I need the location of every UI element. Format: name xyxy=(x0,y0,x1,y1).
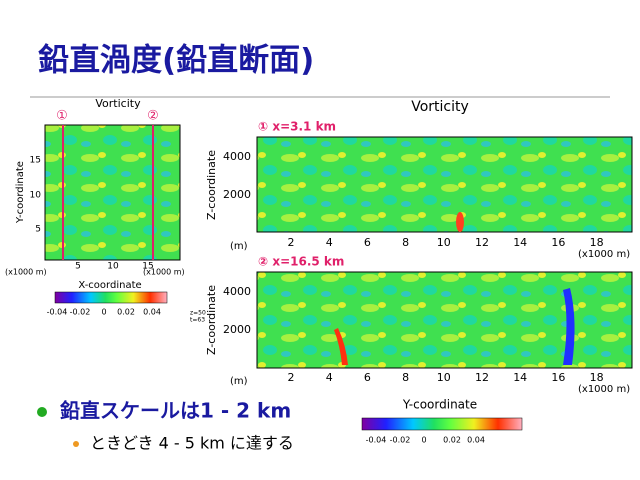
x-tick-label: 15 xyxy=(142,262,153,272)
unit-label: (x1000 m) xyxy=(578,249,630,260)
unit-label: (m) xyxy=(230,376,248,387)
axis-label: Y-coordinate xyxy=(402,398,477,412)
unit-label: (x1000 m) xyxy=(578,384,630,395)
x-tick-label: 8 xyxy=(402,236,409,249)
x-tick-label: 10 xyxy=(107,262,119,272)
x-tick-label: 12 xyxy=(475,236,489,249)
colorbar xyxy=(361,417,523,431)
x-tick-label: 12 xyxy=(475,371,489,384)
x-tick-label: 10 xyxy=(437,371,451,384)
section-field xyxy=(256,271,633,369)
bullet xyxy=(37,407,47,417)
x-tick-label: 2 xyxy=(288,236,295,249)
vortex xyxy=(456,212,464,232)
vortex xyxy=(563,288,575,365)
x-tick-label: 8 xyxy=(402,371,409,384)
note: t=63 xyxy=(190,317,205,324)
colorbar-label: -0.02 xyxy=(70,308,91,317)
unit-label: (x1000 m) xyxy=(143,268,185,277)
marker: ① xyxy=(56,109,68,124)
x-tick-label: 14 xyxy=(513,236,527,249)
colorbar-label: 0.04 xyxy=(467,436,485,445)
plot-title: Vorticity xyxy=(95,97,141,110)
y-tick-label: 2000 xyxy=(223,188,251,201)
bullet xyxy=(73,441,79,447)
x-tick-label: 16 xyxy=(551,371,565,384)
x-tick-label: 4 xyxy=(326,371,333,384)
x-tick-label: 6 xyxy=(364,371,371,384)
marker: ② xyxy=(147,109,159,124)
axis-label: Z-coordinate xyxy=(205,150,218,220)
x-tick-label: 2 xyxy=(288,371,295,384)
colorbar-label: -0.04 xyxy=(47,308,68,317)
axis-label: Z-coordinate xyxy=(205,285,218,355)
bullet-text: ときどき 4 - 5 km に達する xyxy=(90,434,294,453)
x-tick-label: 6 xyxy=(364,236,371,249)
colorbar-label: 0 xyxy=(101,308,106,317)
unit-label: (m) xyxy=(230,241,248,252)
panel-label: ① x=3.1 km xyxy=(258,120,336,134)
x-tick-label: 4 xyxy=(326,236,333,249)
axis-label: X-coordinate xyxy=(78,280,141,291)
y-tick-label: 4000 xyxy=(223,150,251,163)
note: z=50 xyxy=(190,310,206,317)
colorbar xyxy=(54,291,168,304)
slide-title: 鉛直渦度(鉛直断面) xyxy=(38,43,314,79)
x-tick-label: 18 xyxy=(590,236,604,249)
axis-label: Y-coordinate xyxy=(15,161,26,224)
y-tick-label: 2000 xyxy=(223,323,251,336)
x-tick-label: 14 xyxy=(513,371,527,384)
field-map xyxy=(44,124,181,261)
x-tick-label: 16 xyxy=(551,236,565,249)
y-tick-label: 15 xyxy=(30,156,41,166)
y-tick-label: 4000 xyxy=(223,285,251,298)
x-tick-label: 5 xyxy=(75,262,81,272)
section-field xyxy=(256,136,633,233)
x-tick-label: 10 xyxy=(437,236,451,249)
colorbar-label: 0 xyxy=(421,436,426,445)
bullet-text: 鉛直スケールは1 - 2 km xyxy=(60,399,291,423)
colorbar-label: 0.04 xyxy=(143,308,161,317)
y-tick-label: 10 xyxy=(30,191,42,201)
colorbar-label: 0.02 xyxy=(443,436,461,445)
x-tick-label: 18 xyxy=(590,371,604,384)
unit-label: (x1000 m) xyxy=(5,268,47,277)
plot-title: Vorticity xyxy=(411,99,469,115)
colorbar-label: -0.02 xyxy=(390,436,411,445)
y-tick-label: 5 xyxy=(35,225,41,235)
colorbar-label: 0.02 xyxy=(117,308,135,317)
panel-label: ② x=16.5 km xyxy=(258,255,344,269)
colorbar-label: -0.04 xyxy=(366,436,387,445)
vortex xyxy=(334,328,348,365)
